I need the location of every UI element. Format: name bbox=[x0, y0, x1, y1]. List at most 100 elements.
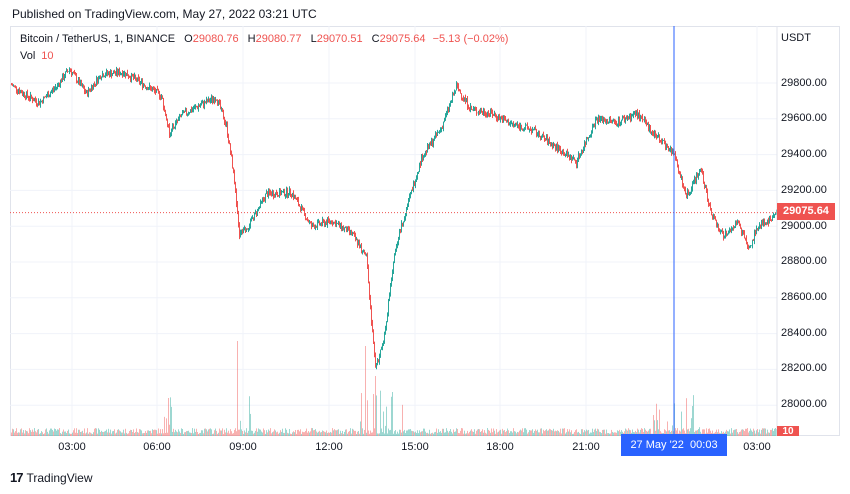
volume-bar bbox=[98, 428, 99, 436]
volume-bar bbox=[66, 433, 67, 436]
volume-bar bbox=[454, 431, 455, 436]
volume-bar bbox=[500, 429, 501, 436]
volume-bar bbox=[357, 431, 358, 436]
volume-bar bbox=[585, 431, 586, 436]
volume-bar bbox=[203, 433, 204, 436]
volume-bar bbox=[179, 431, 180, 436]
volume-bar bbox=[158, 428, 159, 436]
volume-bar bbox=[260, 429, 261, 436]
volume-bar bbox=[224, 429, 225, 436]
volume-bar bbox=[166, 418, 167, 436]
volume-bar bbox=[456, 428, 457, 436]
volume-bar bbox=[698, 428, 699, 436]
volume-bar bbox=[212, 433, 213, 436]
volume-bar bbox=[352, 428, 353, 436]
volume-bar bbox=[579, 433, 580, 436]
volume-bar bbox=[235, 428, 236, 436]
volume-bar bbox=[349, 430, 350, 436]
volume-bar bbox=[501, 433, 502, 436]
volume-bar bbox=[642, 428, 643, 436]
volume-bar bbox=[700, 431, 701, 436]
volume-bar bbox=[566, 432, 567, 436]
volume-bar bbox=[538, 432, 539, 436]
volume-bar bbox=[641, 428, 642, 436]
volume-bar bbox=[502, 428, 503, 436]
volume-bar bbox=[111, 433, 112, 436]
volume-bar bbox=[359, 433, 360, 436]
volume-bar bbox=[577, 432, 578, 436]
volume-bar bbox=[173, 428, 174, 436]
volume-bar bbox=[347, 433, 348, 436]
volume-bar bbox=[187, 431, 188, 436]
volume-bar bbox=[689, 431, 690, 436]
volume-bar bbox=[367, 400, 368, 436]
volume-bar bbox=[758, 432, 759, 436]
volume-bar bbox=[733, 430, 734, 436]
volume-bar bbox=[464, 430, 465, 436]
volume-bar bbox=[696, 430, 697, 436]
volume-bar bbox=[217, 433, 218, 436]
volume-bar bbox=[282, 428, 283, 436]
volume-bar bbox=[473, 431, 474, 436]
volume-bar bbox=[532, 429, 533, 436]
volume-bar bbox=[355, 430, 356, 436]
volume-bar bbox=[725, 431, 726, 436]
volume-bar bbox=[620, 431, 621, 436]
volume-bar bbox=[144, 433, 145, 436]
volume-bar bbox=[342, 430, 343, 436]
volume-bar bbox=[30, 430, 31, 436]
volume-bar bbox=[73, 430, 74, 436]
symbol-legend[interactable]: Bitcoin / TetherUS, 1, BINANCE O29080.76… bbox=[20, 33, 508, 45]
currency-label[interactable]: USDT bbox=[781, 32, 811, 44]
volume-bar bbox=[239, 429, 240, 436]
volume-bar bbox=[667, 421, 668, 436]
volume-bar bbox=[385, 425, 386, 436]
volume-bar bbox=[110, 429, 111, 436]
volume-bar bbox=[99, 429, 100, 436]
chart-pane[interactable] bbox=[10, 26, 840, 436]
volume-bar bbox=[292, 432, 293, 436]
volume-bar bbox=[486, 433, 487, 436]
volume-bar bbox=[554, 431, 555, 436]
footer-brand[interactable]: 17 TradingView bbox=[10, 470, 93, 485]
last-volume-tag: 10 bbox=[777, 426, 799, 436]
volume-bar bbox=[626, 429, 627, 436]
volume-bar bbox=[388, 428, 389, 436]
volume-bar bbox=[695, 430, 696, 436]
volume-bar bbox=[510, 431, 511, 436]
volume-legend[interactable]: Vol 10 bbox=[20, 50, 54, 62]
volume-bar bbox=[677, 428, 678, 436]
volume-bar bbox=[310, 431, 311, 436]
volume-bar bbox=[335, 430, 336, 436]
volume-bar bbox=[62, 431, 63, 436]
volume-bar bbox=[52, 429, 53, 436]
volume-bar bbox=[457, 428, 458, 436]
volume-bar bbox=[376, 395, 377, 436]
volume-bar bbox=[69, 433, 70, 436]
volume-bar bbox=[35, 431, 36, 436]
volume-bar bbox=[364, 429, 365, 436]
y-tick: 29200.00 bbox=[781, 184, 827, 196]
volume-bar bbox=[184, 432, 185, 436]
volume-bar bbox=[581, 429, 582, 436]
volume-bar bbox=[768, 432, 769, 436]
volume-bar bbox=[148, 430, 149, 436]
volume-bar bbox=[312, 428, 313, 436]
volume-bar bbox=[472, 431, 473, 436]
volume-bar bbox=[743, 429, 744, 436]
volume-bar bbox=[445, 432, 446, 436]
volume-bar bbox=[59, 428, 60, 436]
volume-bar bbox=[601, 433, 602, 436]
volume-bar bbox=[261, 431, 262, 436]
volume-bar bbox=[765, 428, 766, 436]
volume-bar bbox=[238, 429, 239, 436]
volume-bar bbox=[381, 428, 382, 436]
volume-bar bbox=[438, 429, 439, 436]
volume-bar bbox=[202, 430, 203, 436]
volume-bar bbox=[145, 431, 146, 436]
volume-bar bbox=[668, 430, 669, 436]
volume-bar bbox=[263, 428, 264, 436]
volume-bar bbox=[18, 432, 19, 436]
volume-bar bbox=[415, 431, 416, 436]
